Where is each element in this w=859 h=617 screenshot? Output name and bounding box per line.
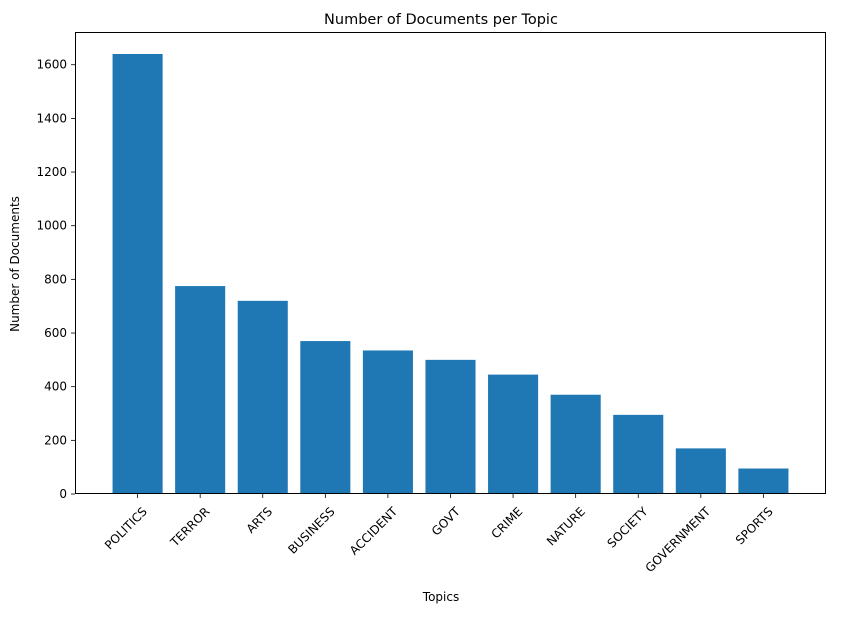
- x-tick-label: GOVT: [429, 504, 463, 538]
- y-axis-label: Number of Documents: [8, 196, 22, 332]
- y-tick-label: 1600: [36, 58, 67, 72]
- x-tick-label: CRIME: [489, 504, 526, 541]
- y-tick-label: 800: [44, 272, 67, 286]
- x-axis-ticks: POLITICS TERROR ARTS BUSINESS ACCIDENT GOVT CR…: [102, 494, 776, 575]
- y-tick-label: 1200: [36, 165, 67, 179]
- bar-government: [675, 448, 726, 494]
- y-axis-ticks: 0 200 400 600 800 1000 1200 1400 1600: [36, 58, 75, 501]
- bar-arts: [237, 300, 288, 494]
- x-tick-label: GOVERNMENT: [643, 504, 714, 575]
- x-tick-label: BUSINESS: [285, 504, 337, 556]
- x-tick-label: ACCIDENT: [347, 504, 401, 558]
- y-tick-label: 200: [44, 433, 67, 447]
- y-tick-label: 0: [59, 487, 67, 501]
- y-tick-label: 1400: [36, 111, 67, 125]
- bar-politics: [112, 54, 163, 494]
- y-tick-label: 400: [44, 380, 67, 394]
- x-axis-label: Topics: [422, 590, 459, 604]
- x-tick-label: ARTS: [244, 504, 276, 536]
- bar-sports: [738, 468, 789, 494]
- plot-frame: [75, 32, 826, 494]
- bar-society: [613, 414, 664, 494]
- chart-title: Number of Documents per Topic: [324, 12, 558, 28]
- bar-accident: [362, 350, 413, 494]
- y-tick-label: 1000: [36, 219, 67, 233]
- bars-group: [112, 54, 789, 494]
- bar-crime: [488, 374, 539, 494]
- x-tick-label: NATURE: [544, 504, 588, 548]
- x-tick-label: POLITICS: [102, 504, 150, 552]
- bar-business: [300, 341, 351, 494]
- x-tick-label: SOCIETY: [604, 504, 651, 551]
- y-tick-label: 600: [44, 326, 67, 340]
- bar-terror: [175, 286, 226, 494]
- x-tick-label: TERROR: [167, 504, 213, 550]
- bar-govt: [425, 359, 476, 494]
- bar-nature: [550, 394, 601, 494]
- x-tick-label: SPORTS: [733, 504, 776, 547]
